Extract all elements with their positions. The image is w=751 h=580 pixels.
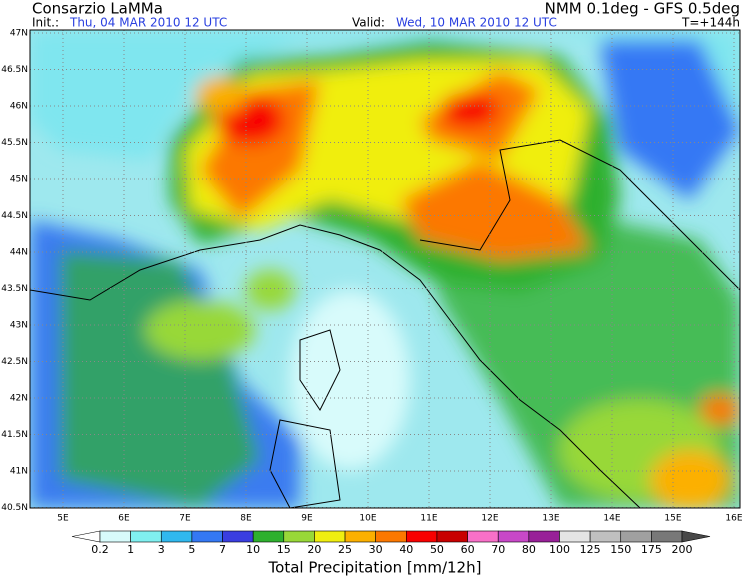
- colorbar-label: 5: [188, 543, 195, 556]
- colorbar-label: 125: [580, 543, 601, 556]
- colorbar-segment: [620, 530, 652, 543]
- colorbar-segment: [191, 530, 223, 543]
- colorbar-arrow: [71, 530, 101, 543]
- map-frame: [29, 29, 741, 509]
- lead-time: T=+144h: [681, 16, 740, 30]
- colorbar-label: 60: [461, 543, 475, 556]
- colorbar-segment: [344, 530, 376, 543]
- colorbar-segment: [222, 530, 254, 543]
- colorbar-label: 70: [491, 543, 505, 556]
- init: Thu, 04 MAR 2010 12 UTC: [69, 16, 227, 30]
- model: NMM 0.1deg - GFS 0.5deg: [545, 0, 740, 18]
- colorbar-title: Total Precipitation [mm/12h]: [268, 559, 482, 577]
- colorbar-label: 30: [369, 543, 383, 556]
- colorbar-segment: [283, 530, 315, 543]
- colorbar-segment: [252, 530, 285, 543]
- valid-label: Valid:: [352, 16, 385, 30]
- lat-label: 47N: [10, 29, 28, 39]
- colorbar-label: 50: [430, 543, 444, 556]
- lon-label: 5E: [57, 514, 69, 524]
- colorbar-segment: [160, 530, 193, 543]
- colorbar-segment: [406, 530, 438, 543]
- lon-label: 9E: [301, 514, 313, 524]
- colorbar-label: 0.2: [91, 543, 109, 556]
- colorbar-label: 150: [610, 543, 631, 556]
- lat-label: 42N: [10, 394, 28, 404]
- colorbar-label: 100: [549, 543, 570, 556]
- lat-label: 45.5N: [1, 138, 28, 148]
- colorbar-segment: [436, 530, 468, 543]
- lon-label: 6E: [118, 514, 130, 524]
- colorbar-segment: [467, 530, 499, 543]
- lon-label: 10E: [359, 514, 376, 524]
- lat-label: 41N: [10, 467, 28, 477]
- colorbar-label: 175: [641, 543, 662, 556]
- lon-label: 7E: [179, 514, 191, 524]
- lat-label: 46N: [10, 102, 28, 112]
- colorbar-arrow: [681, 530, 711, 543]
- init-label: Init.:: [32, 16, 59, 30]
- colorbar-segment: [497, 530, 530, 543]
- lon-label: 12E: [481, 514, 498, 524]
- lat-label: 46.5N: [1, 65, 28, 75]
- colorbar-segment: [651, 530, 683, 543]
- colorbar-label: 40: [399, 543, 413, 556]
- colorbar-label: 1: [127, 543, 134, 556]
- colorbar-label: 3: [158, 543, 165, 556]
- lat-label: 43.5N: [1, 284, 28, 294]
- org: Consarzio LaMMa: [32, 0, 163, 18]
- lat-label: 41.5N: [1, 430, 28, 440]
- colorbar-segment: [528, 530, 560, 543]
- lat-label: 43N: [10, 321, 28, 331]
- valid: Wed, 10 MAR 2010 12 UTC: [396, 16, 557, 30]
- lon-label: 11E: [420, 514, 437, 524]
- colorbar-label: 200: [672, 543, 693, 556]
- lat-label: 44.5N: [1, 211, 28, 221]
- colorbar-label: 25: [338, 543, 352, 556]
- colorbar-segment: [314, 530, 346, 543]
- colorbar-label: 20: [307, 543, 321, 556]
- lat-label: 40.5N: [1, 503, 28, 513]
- colorbar-segment: [99, 530, 131, 543]
- colorbar-label: 10: [246, 543, 260, 556]
- colorbar-segment: [375, 530, 407, 543]
- colorbar-label: 80: [522, 543, 536, 556]
- lon-label: 8E: [240, 514, 252, 524]
- lat-label: 44N: [10, 248, 28, 258]
- colorbar-segment: [130, 530, 162, 543]
- colorbar-segment: [589, 530, 622, 543]
- colorbar-segment: [559, 530, 591, 543]
- lat-label: 42.5N: [1, 357, 28, 367]
- precip-field: [30, 30, 740, 508]
- colorbar-label: 15: [277, 543, 291, 556]
- colorbar-label: 7: [219, 543, 226, 556]
- lon-label: 14E: [603, 514, 620, 524]
- lon-label: 16E: [725, 514, 742, 524]
- lon-label: 15E: [664, 514, 681, 524]
- lat-label: 45N: [10, 175, 28, 185]
- lon-label: 13E: [542, 514, 559, 524]
